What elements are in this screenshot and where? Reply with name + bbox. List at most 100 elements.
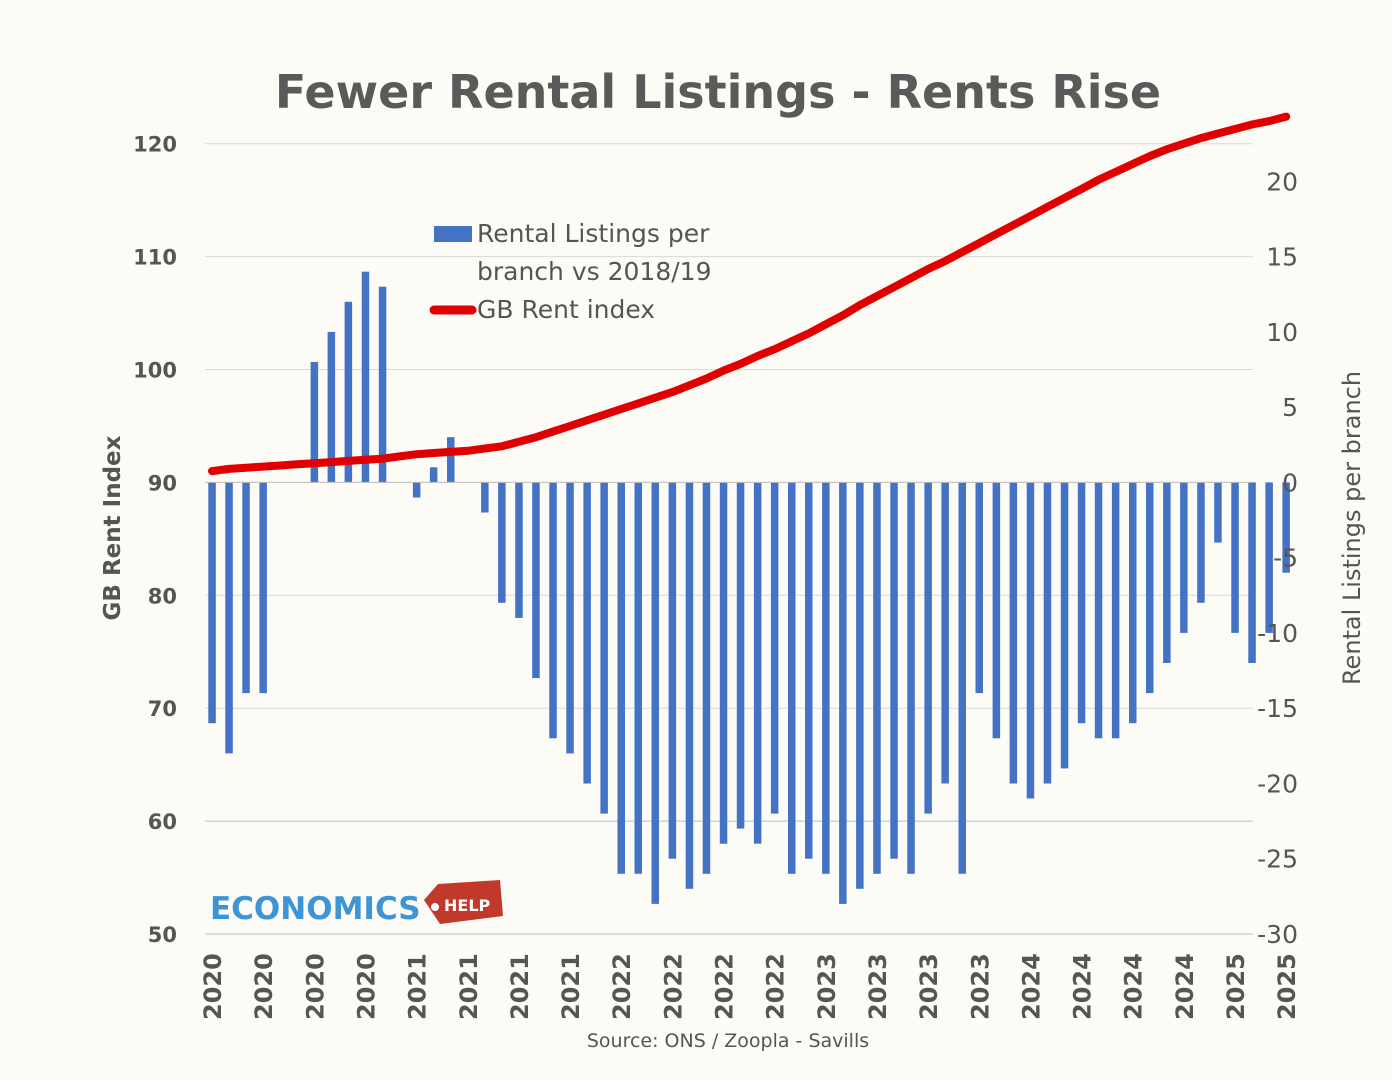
x-tick-label: 2021 xyxy=(404,953,432,1020)
bar-series xyxy=(208,271,1290,904)
x-tick-label: 2023 xyxy=(864,953,892,1020)
x-tick-label: 2022 xyxy=(608,953,636,1020)
listings-bar xyxy=(685,482,694,889)
y-left-tick-label: 50 xyxy=(148,923,177,947)
y-right-tick-label: 0 xyxy=(1282,468,1298,497)
x-tick-label: 2023 xyxy=(966,953,994,1020)
listings-bar xyxy=(992,482,1001,739)
listings-bar xyxy=(481,482,489,513)
legend-bar-swatch xyxy=(434,226,472,242)
x-tick-label: 2020 xyxy=(352,953,380,1020)
x-axis-ticks: 2020 2020 2020 2020 2021 2021 2021 2021 2022 2022… xyxy=(199,953,1301,1020)
x-tick-label: 2023 xyxy=(915,953,943,1020)
listings-bar xyxy=(259,482,267,694)
x-tick-label: 2023 xyxy=(813,953,841,1020)
y-right-tick-label: -5 xyxy=(1273,544,1298,573)
listings-bar xyxy=(447,437,455,483)
listings-bar xyxy=(327,331,336,483)
x-tick-label: 2022 xyxy=(711,953,739,1020)
listings-bar xyxy=(532,482,540,679)
listings-bar xyxy=(378,286,387,483)
listings-bar xyxy=(1077,482,1086,724)
y-left-tick-label: 70 xyxy=(148,697,177,721)
listings-bar xyxy=(719,482,728,844)
listings-bar xyxy=(600,482,608,814)
y-right-tick-label: -15 xyxy=(1257,694,1298,723)
listings-bar xyxy=(498,482,506,603)
listings-bar xyxy=(1265,482,1273,633)
listings-bar xyxy=(361,271,370,483)
listings-bar xyxy=(651,482,659,904)
listings-bar xyxy=(208,482,216,724)
listings-bar xyxy=(1197,482,1205,603)
y-left-tick-label: 60 xyxy=(148,810,177,834)
listings-bar xyxy=(242,482,250,694)
listings-bar xyxy=(975,482,983,694)
listings-bar xyxy=(515,482,523,618)
x-tick-label: 2025 xyxy=(1273,953,1301,1020)
logo-tag-text: HELP xyxy=(444,896,491,915)
y-axis-right-ticks: -30 -25 -20 -15 -10 -5 0 5 10 15 20 xyxy=(1257,167,1298,949)
y-axis-right-title: Rental Listings per branch xyxy=(1338,371,1366,685)
listings-bar xyxy=(1026,482,1035,799)
y-right-tick-label: 5 xyxy=(1282,393,1298,422)
economics-help-logo: ECONOMICS HELP xyxy=(210,880,503,927)
listings-bar xyxy=(1111,482,1120,739)
y-left-tick-label: 100 xyxy=(133,359,177,383)
x-tick-label: 2025 xyxy=(1222,953,1250,1020)
x-tick-label: 2020 xyxy=(199,953,227,1020)
listings-bar xyxy=(907,482,915,874)
listings-bar xyxy=(839,482,847,904)
listings-bar xyxy=(890,482,898,859)
listings-bar xyxy=(1214,482,1222,543)
listings-bar xyxy=(225,482,233,754)
x-tick-label: 2024 xyxy=(1069,953,1097,1020)
x-tick-label: 2020 xyxy=(301,953,329,1020)
logo-tag-shape xyxy=(424,880,503,924)
x-tick-label: 2024 xyxy=(1120,953,1148,1020)
listings-bar xyxy=(924,482,932,814)
y-right-tick-label: -10 xyxy=(1257,619,1298,648)
x-tick-label: 2021 xyxy=(506,953,534,1020)
y-left-tick-label: 120 xyxy=(133,133,177,157)
logo-tag-hole xyxy=(431,903,439,911)
y-left-tick-label: 90 xyxy=(148,471,177,495)
listings-bar xyxy=(753,482,762,844)
listings-bar xyxy=(617,482,625,874)
y-left-tick-label: 80 xyxy=(148,584,177,608)
logo-main-text: ECONOMICS xyxy=(210,891,421,927)
x-tick-label: 2024 xyxy=(1171,953,1199,1020)
listings-bar xyxy=(566,482,574,754)
listings-bar xyxy=(702,482,711,874)
listings-bar xyxy=(941,482,949,784)
listings-bar xyxy=(1248,482,1256,663)
listings-bar xyxy=(770,482,779,814)
listings-bar xyxy=(1129,482,1137,724)
listings-bar xyxy=(1163,482,1171,663)
listings-bar xyxy=(583,482,591,784)
x-tick-label: 2022 xyxy=(762,953,790,1020)
listings-bar xyxy=(344,301,353,483)
listings-bar xyxy=(736,482,745,829)
x-tick-label: 2024 xyxy=(1017,953,1045,1020)
y-right-tick-label: 20 xyxy=(1266,167,1298,196)
listings-bar xyxy=(429,467,438,483)
x-tick-label: 2020 xyxy=(250,953,278,1020)
listings-bar xyxy=(412,482,421,498)
y-right-tick-label: -30 xyxy=(1257,920,1298,949)
listings-bar xyxy=(634,482,642,874)
listings-bar xyxy=(1231,482,1239,633)
listings-bar xyxy=(310,362,319,483)
listings-bar xyxy=(856,482,864,889)
legend-line-label: GB Rent index xyxy=(477,295,655,324)
listings-bar xyxy=(668,482,677,859)
y-left-tick-label: 110 xyxy=(133,246,177,270)
y-right-tick-label: -25 xyxy=(1257,845,1298,874)
source-note: Source: ONS / Zoopla - Savills xyxy=(587,1030,869,1052)
listings-bar xyxy=(1146,482,1154,694)
y-axis-left-title: GB Rent Index xyxy=(100,435,126,620)
listings-bar xyxy=(549,482,557,739)
rent-index-line xyxy=(208,112,1291,476)
listings-bar xyxy=(873,482,881,874)
